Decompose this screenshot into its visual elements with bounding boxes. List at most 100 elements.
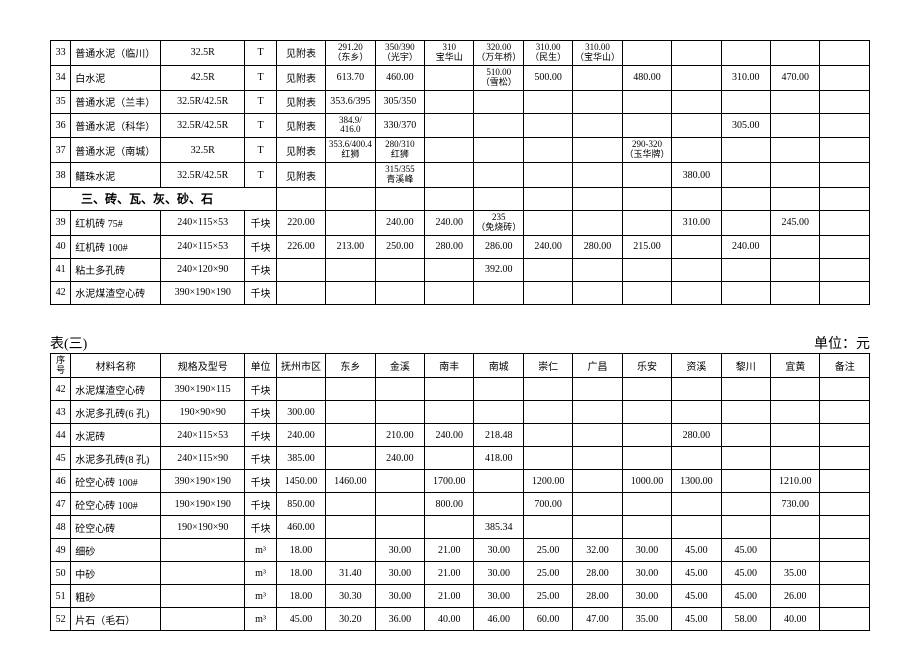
- cell: [375, 493, 424, 516]
- cell: [820, 163, 870, 188]
- cell: [721, 138, 770, 163]
- cell: [425, 447, 474, 470]
- cell: [672, 493, 721, 516]
- cell: 44: [51, 424, 71, 447]
- cell: 1300.00: [672, 470, 721, 493]
- cell: 48: [51, 516, 71, 539]
- cell: 32.00: [573, 539, 622, 562]
- cell: 310.00（民生）: [523, 41, 572, 66]
- cell: 30.00: [375, 562, 424, 585]
- cell: 30.00: [622, 585, 671, 608]
- cell: 千块: [245, 424, 276, 447]
- cell: [474, 493, 523, 516]
- cell: [721, 281, 770, 304]
- cell: 25.00: [523, 539, 572, 562]
- cell: [573, 281, 622, 304]
- cell: [771, 41, 820, 66]
- cell: 红机砖 75#: [71, 210, 161, 235]
- cell: 250.00: [375, 235, 424, 258]
- cell: 见附表: [276, 90, 325, 113]
- cell: 280.00: [672, 424, 721, 447]
- cell: 215.00: [622, 235, 671, 258]
- cell: 280/310红狮: [375, 138, 424, 163]
- cell: [672, 281, 721, 304]
- cell: 305.00: [721, 113, 770, 138]
- table-row: 37普通水泥（南城）32.5RT见附表353.6/400.4红狮280/310红…: [51, 138, 870, 163]
- cell: T: [245, 90, 276, 113]
- cell: 190×190×190: [161, 493, 245, 516]
- column-header: 备注: [820, 353, 870, 378]
- cell: [523, 424, 572, 447]
- cell: [721, 424, 770, 447]
- cell: [523, 210, 572, 235]
- cell: [326, 281, 375, 304]
- cell: 1000.00: [622, 470, 671, 493]
- cell: 普通水泥（临川）: [71, 41, 161, 66]
- caption-left: 表(三): [50, 333, 87, 353]
- cell: [622, 163, 671, 188]
- table-row: 40红机砖 100#240×115×53千块226.00213.00250.00…: [51, 235, 870, 258]
- cell: m³: [245, 562, 276, 585]
- cell: [721, 493, 770, 516]
- cell: 280.00: [425, 235, 474, 258]
- cell: 水泥砖: [71, 424, 161, 447]
- cell: 240.00: [523, 235, 572, 258]
- cell: m³: [245, 539, 276, 562]
- cell: [622, 90, 671, 113]
- cell: [721, 41, 770, 66]
- cell: 46: [51, 470, 71, 493]
- cell: 千块: [245, 210, 276, 235]
- cell: T: [245, 138, 276, 163]
- table-row: 43水泥多孔砖(6 孔)190×90×90千块300.00: [51, 401, 870, 424]
- cell: 45.00: [672, 608, 721, 631]
- column-header: 崇仁: [523, 353, 572, 378]
- cell: 800.00: [425, 493, 474, 516]
- cell: 240.00: [375, 447, 424, 470]
- column-header: 南丰: [425, 353, 474, 378]
- cell: [771, 235, 820, 258]
- section-title: 三、砖、瓦、灰、砂、石: [51, 187, 277, 210]
- cell: [573, 258, 622, 281]
- cell: 240.00: [425, 424, 474, 447]
- cell: [161, 539, 245, 562]
- cell: [326, 378, 375, 401]
- table-row: 52片石（毛石）m³45.0030.2036.0040.0046.0060.00…: [51, 608, 870, 631]
- cell: 千块: [245, 378, 276, 401]
- cell: 500.00: [523, 65, 572, 90]
- cell: 700.00: [523, 493, 572, 516]
- cell: 480.00: [622, 65, 671, 90]
- cell: [523, 281, 572, 304]
- cell: 40: [51, 235, 71, 258]
- cell: [721, 401, 770, 424]
- cell: [820, 138, 870, 163]
- cell: [425, 113, 474, 138]
- cell: 砼空心砖 100#: [71, 493, 161, 516]
- table-row: 45水泥多孔砖(8 孔)240×115×90千块385.00240.00418.…: [51, 447, 870, 470]
- cell: [820, 258, 870, 281]
- cell: [771, 378, 820, 401]
- cell: 30.00: [375, 539, 424, 562]
- cell: 粗砂: [71, 585, 161, 608]
- cell: 32.5R: [161, 138, 245, 163]
- cell: 245.00: [771, 210, 820, 235]
- cell: 353.6/400.4红狮: [326, 138, 375, 163]
- cell: [573, 210, 622, 235]
- cell: 1210.00: [771, 470, 820, 493]
- cell: 中砂: [71, 562, 161, 585]
- cell: 385.34: [474, 516, 523, 539]
- cell: [425, 401, 474, 424]
- cell: 60.00: [523, 608, 572, 631]
- cell: 392.00: [474, 258, 523, 281]
- cell: [622, 281, 671, 304]
- cell: [425, 65, 474, 90]
- column-header: 材料名称: [71, 353, 161, 378]
- cell: [573, 493, 622, 516]
- cell: [721, 447, 770, 470]
- table-row: 46砼空心砖 100#390×190×190千块1450.001460.0017…: [51, 470, 870, 493]
- cell: [622, 401, 671, 424]
- table-row: 39红机砖 75#240×115×53千块220.00240.00240.002…: [51, 210, 870, 235]
- cell: [523, 401, 572, 424]
- cell: [276, 378, 325, 401]
- cell: 千块: [245, 516, 276, 539]
- cell: [161, 585, 245, 608]
